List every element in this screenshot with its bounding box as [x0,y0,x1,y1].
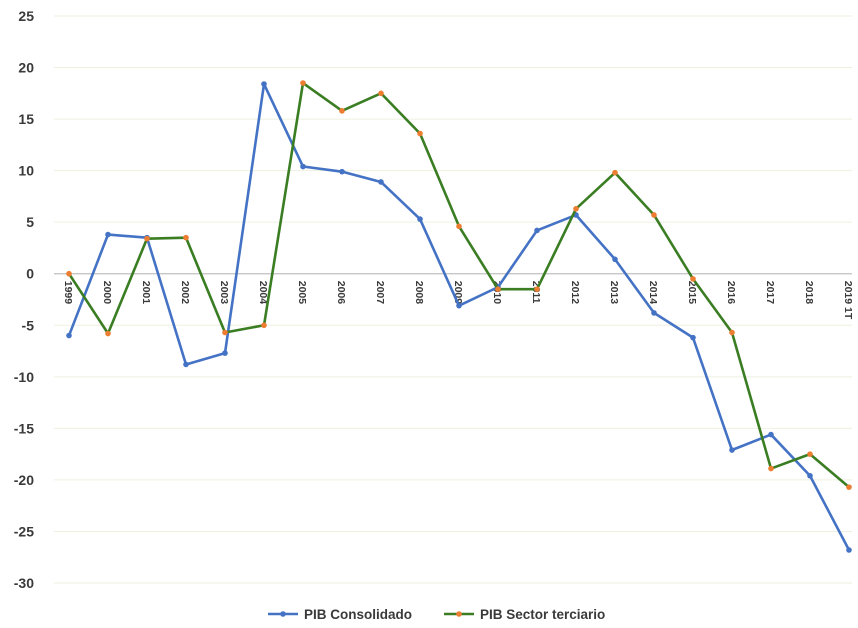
data-point [729,447,735,453]
x-tick-label: 2001 [140,281,152,305]
data-point [183,361,189,368]
x-tick-label: 2004 [257,281,269,305]
legend-marker [280,611,286,617]
data-point [300,163,306,170]
data-point [456,223,462,230]
data-point [768,465,774,472]
data-point [768,431,774,438]
x-tick-label: 2012 [569,281,581,305]
x-tick-label: 2003 [218,281,230,305]
legend-item: PIB Consolidado [268,607,412,622]
data-point [729,329,735,336]
series-2 [66,80,852,490]
data-point [222,350,228,356]
x-tick-label: 2016 [725,281,737,305]
x-tick-label: 2015 [686,281,698,305]
x-tick-label: 2007 [374,281,386,305]
data-point [417,130,423,137]
y-tick-label: 0 [26,266,34,282]
series-layer [66,80,852,553]
y-tick-label: 20 [18,60,34,76]
x-tick-label: 2002 [179,281,191,305]
data-point [378,179,384,185]
data-point [846,547,852,553]
data-point [690,334,696,341]
series-1 [66,81,852,553]
x-tick-label: 2017 [764,281,776,305]
data-point [612,256,618,263]
data-point [573,205,579,212]
y-tick-label: -25 [14,523,34,539]
x-tick-label: 2013 [608,281,620,305]
y-tick-label: -15 [14,420,34,436]
x-tick-label: 2000 [101,281,113,305]
data-point [807,472,813,479]
data-point [105,231,111,238]
data-point [339,168,345,175]
data-point [651,310,657,316]
x-tick-label: 2005 [296,281,308,305]
x-tick-label: 2014 [647,281,659,305]
data-point [495,286,501,292]
y-tick-label: 25 [18,8,34,24]
legend: PIB Consolidado PIB Sector terciario [268,607,605,622]
x-axis-ticks: 1999 2000 2001 2002 2003 2004 2005 2006 2007 2008… [62,281,854,320]
data-point [456,302,462,309]
data-point [612,169,618,176]
data-point [261,81,267,87]
data-point [300,80,306,86]
y-tick-label: -5 [22,317,35,333]
legend-item: PIB Sector terciario [444,607,605,622]
x-tick-label: 1999 [62,281,74,305]
x-tick-label: 2018 [803,281,815,305]
legend-marker [456,611,462,617]
x-tick-label: 2019 1T [842,281,854,320]
data-point [66,270,72,277]
data-point [261,322,267,329]
data-point [846,484,852,490]
gridlines [54,15,852,584]
data-point [222,329,228,336]
y-axis: 25 20 15 10 5 0 -5 -10 -15 -20 -25 -30 [14,8,34,591]
data-point [651,212,657,218]
data-point [690,276,696,282]
y-tick-label: -30 [14,575,34,591]
legend-label: PIB Sector terciario [480,607,605,622]
data-point [534,227,540,234]
y-tick-label: -10 [14,369,34,385]
data-point [378,90,384,97]
y-tick-label: 5 [26,214,34,230]
x-tick-label: 2006 [335,281,347,305]
data-point [807,451,813,457]
data-point [144,235,150,242]
data-point [339,108,345,114]
y-tick-label: -20 [14,472,34,488]
data-point [183,234,189,241]
data-point [66,332,72,339]
x-tick-label: 2008 [413,281,425,305]
data-point [534,286,540,292]
data-point [417,216,423,222]
data-point [105,330,111,337]
y-tick-label: 10 [18,163,34,179]
legend-label: PIB Consolidado [304,607,412,622]
y-tick-label: 15 [18,111,34,127]
